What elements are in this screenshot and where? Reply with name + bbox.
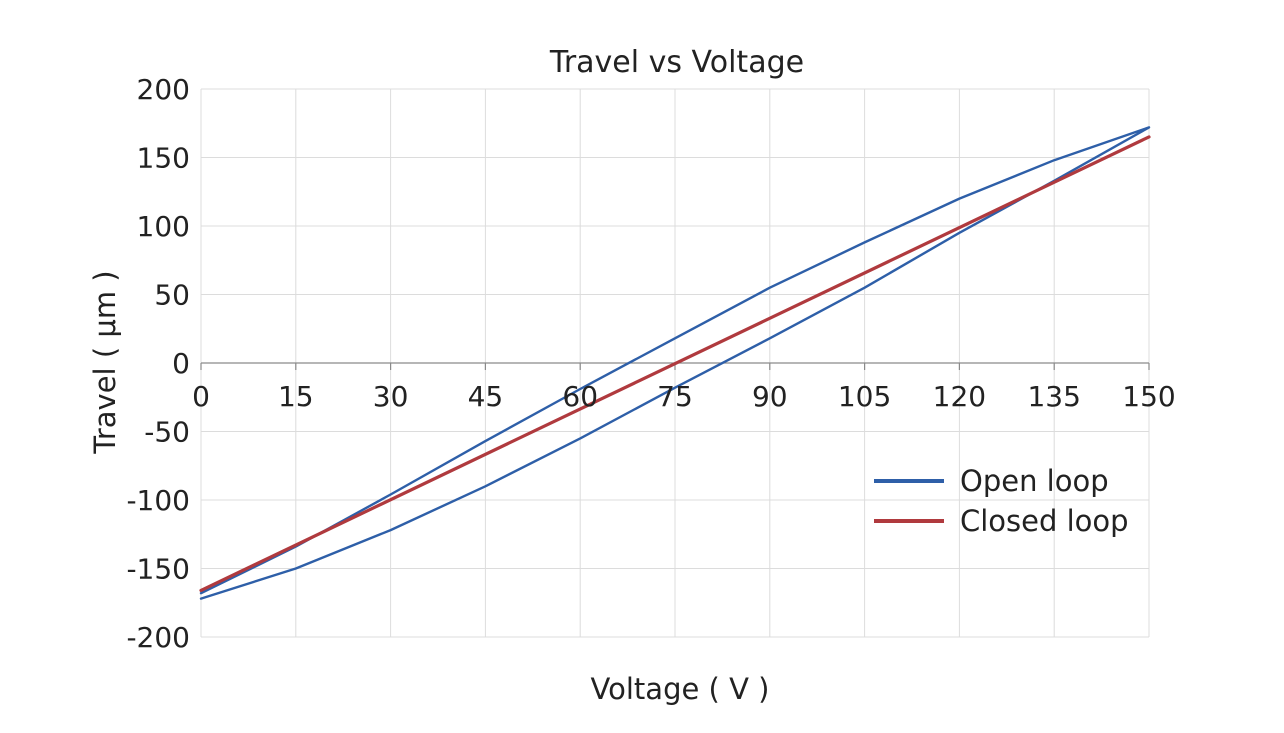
series-line <box>199 135 1151 593</box>
x-axis-label: Voltage ( V ) <box>591 672 770 706</box>
x-tick-label: 135 <box>1027 380 1080 413</box>
x-tick-label: 90 <box>752 380 788 413</box>
chart-title: Travel vs Voltage <box>549 45 804 80</box>
legend: Open loop Closed loop <box>874 464 1129 538</box>
y-tick-label: -50 <box>144 416 190 449</box>
y-tick-label: 50 <box>154 279 190 312</box>
x-tick-label: 105 <box>838 380 891 413</box>
series-line <box>199 126 1151 600</box>
series-lines <box>199 126 1151 600</box>
x-tick-label: 0 <box>192 380 210 413</box>
y-tick-label: -200 <box>126 621 190 654</box>
x-tick-label: 120 <box>933 380 986 413</box>
y-tick-label: -100 <box>126 484 190 517</box>
x-tick-label: 30 <box>373 380 409 413</box>
x-tick-label: 45 <box>468 380 504 413</box>
y-tick-label: 200 <box>137 73 190 106</box>
y-tick-label: 100 <box>137 210 190 243</box>
x-tick-label: 15 <box>278 380 314 413</box>
y-tick-label: 0 <box>172 347 190 380</box>
legend-label: Open loop <box>960 464 1109 498</box>
x-tick-label: 150 <box>1122 380 1175 413</box>
legend-label: Closed loop <box>960 504 1129 538</box>
y-tick-label: -150 <box>126 553 190 586</box>
x-tick-label: 75 <box>657 380 693 413</box>
tick-labels: 0 15 30 45 60 75 90 105 120 135 150200150100500-50… <box>126 73 1175 654</box>
y-axis-label: Travel ( μm ) <box>88 270 122 454</box>
x-tick-label: 60 <box>562 380 598 413</box>
y-tick-label: 150 <box>137 142 190 175</box>
